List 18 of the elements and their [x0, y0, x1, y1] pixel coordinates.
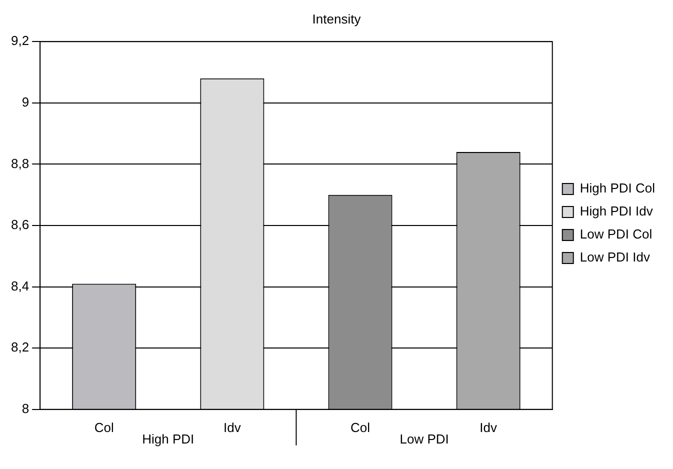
y-tick-label: 8,4 — [10, 278, 30, 294]
text: Low PDI — [400, 431, 449, 446]
x-tick-label: Col — [94, 420, 114, 435]
y-tick-label: 8,6 — [10, 217, 30, 232]
legend-label: Low PDI Col — [580, 226, 652, 242]
legend-label: High PDI Col — [580, 180, 656, 196]
legend-label: High PDI Idv — [580, 204, 654, 219]
y-tick-label: 8,8 — [10, 156, 30, 171]
x-tick-label: Idv — [224, 420, 242, 435]
y-tick-label: 8,2 — [10, 340, 30, 355]
y-tick-label: 9,2 — [10, 33, 30, 48]
x-tick-label: Idv — [480, 420, 498, 435]
y-tick-label: 8 — [22, 400, 30, 416]
text: High PDI — [142, 431, 194, 446]
y-tick-label: 9 — [22, 94, 30, 110]
legend-label: Low PDI Idv — [580, 250, 650, 265]
chart-title: Intensity — [312, 11, 362, 26]
x-tick-label: Col — [350, 420, 370, 435]
